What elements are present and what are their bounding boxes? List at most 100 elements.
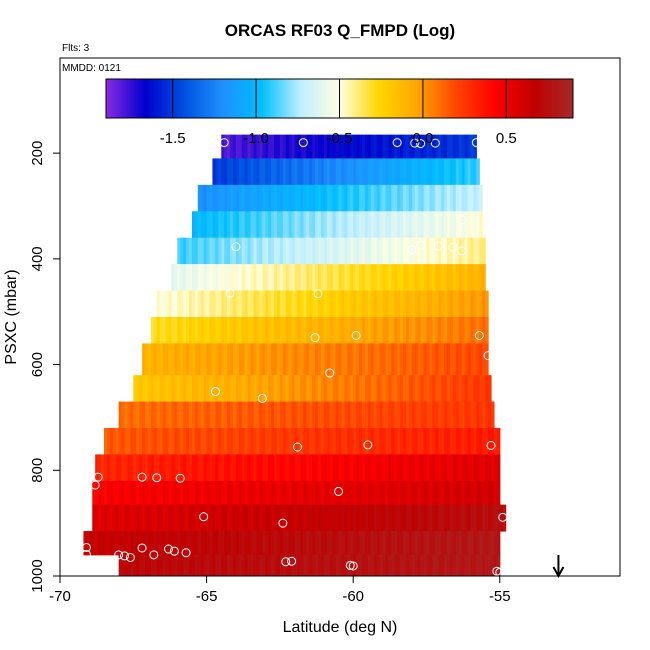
heatmap-cell bbox=[338, 504, 343, 532]
heatmap-cell bbox=[98, 454, 102, 482]
heatmap-cell bbox=[429, 554, 433, 577]
heatmap-cell bbox=[274, 290, 278, 318]
heatmap-cell bbox=[256, 401, 260, 429]
heatmap-cell bbox=[150, 428, 155, 455]
heatmap-cell bbox=[485, 428, 489, 455]
heatmap-cell bbox=[482, 531, 486, 556]
heatmap-cell bbox=[156, 317, 161, 344]
heatmap-cell bbox=[180, 237, 184, 265]
heatmap-cell bbox=[180, 317, 184, 344]
heatmap-cell bbox=[218, 317, 222, 344]
heatmap-cell bbox=[136, 401, 140, 429]
heatmap-cell bbox=[212, 454, 216, 482]
data-point bbox=[363, 440, 373, 450]
heatmap-cell bbox=[447, 401, 451, 429]
heatmap-cell bbox=[408, 428, 413, 455]
heatmap-cell bbox=[259, 454, 263, 482]
heatmap-cell bbox=[447, 134, 451, 159]
heatmap-cell bbox=[458, 531, 463, 556]
heatmap-cell bbox=[133, 504, 137, 532]
heatmap-cell bbox=[326, 375, 331, 403]
heatmap-cell bbox=[329, 134, 334, 159]
heatmap-cell bbox=[268, 264, 272, 292]
heatmap-cell bbox=[444, 531, 448, 556]
heatmap-cell bbox=[230, 554, 234, 577]
heatmap-cell bbox=[98, 504, 102, 532]
colorbar-tick-label: -1.5 bbox=[160, 130, 186, 147]
heatmap-cell bbox=[291, 134, 296, 159]
heatmap-cell bbox=[282, 454, 287, 482]
heatmap-cell bbox=[282, 375, 287, 403]
heatmap-cell bbox=[359, 428, 363, 455]
heatmap-cell bbox=[183, 264, 187, 292]
heatmap-cell bbox=[455, 317, 460, 344]
heatmap-cell bbox=[382, 401, 387, 429]
heatmap-cell bbox=[127, 554, 131, 577]
heatmap-cell bbox=[297, 554, 302, 577]
heatmap-cell bbox=[405, 454, 410, 482]
heatmap-cell bbox=[294, 531, 299, 556]
heatmap-cell bbox=[306, 454, 310, 482]
heatmap-cell bbox=[303, 401, 307, 429]
heatmap-cell bbox=[479, 531, 483, 556]
heatmap-cell bbox=[408, 290, 413, 318]
heatmap-cell bbox=[449, 343, 454, 376]
heatmap-cell bbox=[279, 531, 284, 556]
heatmap-cell bbox=[244, 264, 249, 292]
heatmap-cell bbox=[326, 290, 331, 318]
heatmap-cell bbox=[353, 375, 357, 403]
heatmap-cell bbox=[279, 134, 284, 159]
heatmap-cell bbox=[212, 184, 216, 212]
heatmap-cell bbox=[238, 158, 243, 186]
heatmap-cell bbox=[203, 375, 208, 403]
heatmap-cell bbox=[115, 454, 120, 482]
heatmap-cell bbox=[221, 504, 225, 532]
heatmap-cell bbox=[455, 531, 460, 556]
heatmap-cell bbox=[382, 480, 387, 506]
heatmap-cell bbox=[447, 375, 451, 403]
heatmap-cell bbox=[271, 237, 275, 265]
heatmap-cell bbox=[253, 531, 258, 556]
heatmap-cell bbox=[479, 504, 483, 532]
heatmap-cell bbox=[271, 264, 275, 292]
heatmap-cell bbox=[274, 428, 278, 455]
heatmap-cell bbox=[291, 531, 296, 556]
data-point bbox=[93, 472, 103, 482]
heatmap-cell bbox=[435, 317, 439, 344]
heatmap-cell bbox=[403, 290, 407, 318]
heatmap-cell bbox=[470, 428, 474, 455]
heatmap-cell bbox=[385, 480, 389, 506]
heatmap-cell bbox=[376, 158, 381, 186]
data-point bbox=[351, 331, 361, 340]
heatmap-cell bbox=[130, 454, 134, 482]
heatmap-cell bbox=[338, 454, 343, 482]
heatmap-cell bbox=[479, 211, 483, 239]
heatmap-cell bbox=[464, 184, 469, 212]
heatmap-cell bbox=[323, 504, 328, 532]
heatmap-cell bbox=[206, 504, 211, 532]
data-point bbox=[287, 556, 297, 566]
heatmap-cell bbox=[209, 428, 214, 455]
heatmap-cell bbox=[429, 290, 433, 318]
heatmap-cell bbox=[183, 454, 187, 482]
heatmap-cell bbox=[394, 343, 398, 376]
heatmap-cell bbox=[265, 264, 269, 292]
heatmap-cell bbox=[288, 317, 293, 344]
heatmap-cell bbox=[177, 343, 181, 376]
heatmap-cell bbox=[259, 264, 263, 292]
heatmap-cell bbox=[320, 134, 325, 159]
heatmap-cell bbox=[159, 375, 164, 403]
heatmap-cell bbox=[464, 531, 469, 556]
heatmap-cell bbox=[183, 290, 187, 318]
heatmap-cell bbox=[215, 343, 219, 376]
heatmap-cell bbox=[262, 480, 266, 506]
heatmap-cell bbox=[268, 480, 272, 506]
heatmap-cell bbox=[385, 184, 389, 212]
heatmap-cell bbox=[238, 480, 243, 506]
heatmap-cell bbox=[417, 158, 422, 186]
heatmap-cell bbox=[411, 158, 416, 186]
heatmap-cell bbox=[206, 480, 211, 506]
heatmap-cell bbox=[285, 264, 290, 292]
heatmap-cell bbox=[414, 531, 419, 556]
heatmap-cell bbox=[200, 554, 205, 577]
